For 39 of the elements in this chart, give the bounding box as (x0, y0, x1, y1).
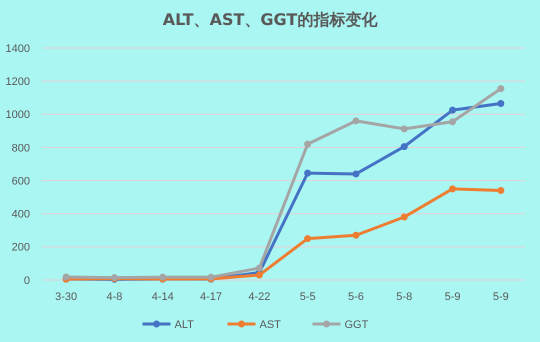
legend-label: AST (260, 318, 282, 331)
point (497, 100, 504, 108)
y-tick-label: 400 (12, 208, 30, 221)
y-tick-label: 1000 (6, 109, 30, 122)
legend-label: GGT (344, 318, 369, 331)
x-tick-label: 5-5 (300, 291, 316, 303)
point (304, 140, 312, 148)
point (352, 232, 360, 239)
point (400, 125, 408, 132)
y-tick-label: 0 (24, 274, 30, 287)
point (352, 117, 360, 124)
point (304, 235, 312, 242)
x-tick-label: 4-8 (106, 291, 122, 303)
legend-label: ALT (174, 318, 194, 331)
point (304, 170, 312, 177)
x-tick-label: 4-22 (248, 291, 270, 303)
point (449, 106, 456, 114)
y-tick-label: 1200 (6, 76, 30, 88)
point (400, 214, 408, 221)
x-tick-label: 3-30 (55, 291, 78, 303)
x-tick-label: 4-17 (200, 291, 222, 303)
x-tick-label: 5-8 (396, 291, 412, 303)
y-tick-label: 800 (12, 142, 30, 154)
point (400, 143, 408, 150)
y-tick-label: 1400 (6, 42, 30, 55)
point (497, 187, 504, 194)
point (256, 264, 263, 272)
point (449, 118, 456, 126)
point (497, 85, 504, 92)
x-tick-label: 4-14 (152, 291, 174, 303)
point (256, 272, 263, 279)
x-tick-label: 5-6 (348, 291, 364, 303)
point (352, 170, 360, 178)
x-tick-label: 5-9 (444, 291, 461, 303)
point (449, 185, 456, 192)
chart-title: ALT、AST、GGT的指标变化 (162, 10, 378, 29)
x-tick-label: 5-9 (492, 291, 509, 303)
y-tick-label: 200 (12, 242, 30, 254)
y-tick-label: 600 (12, 175, 30, 188)
